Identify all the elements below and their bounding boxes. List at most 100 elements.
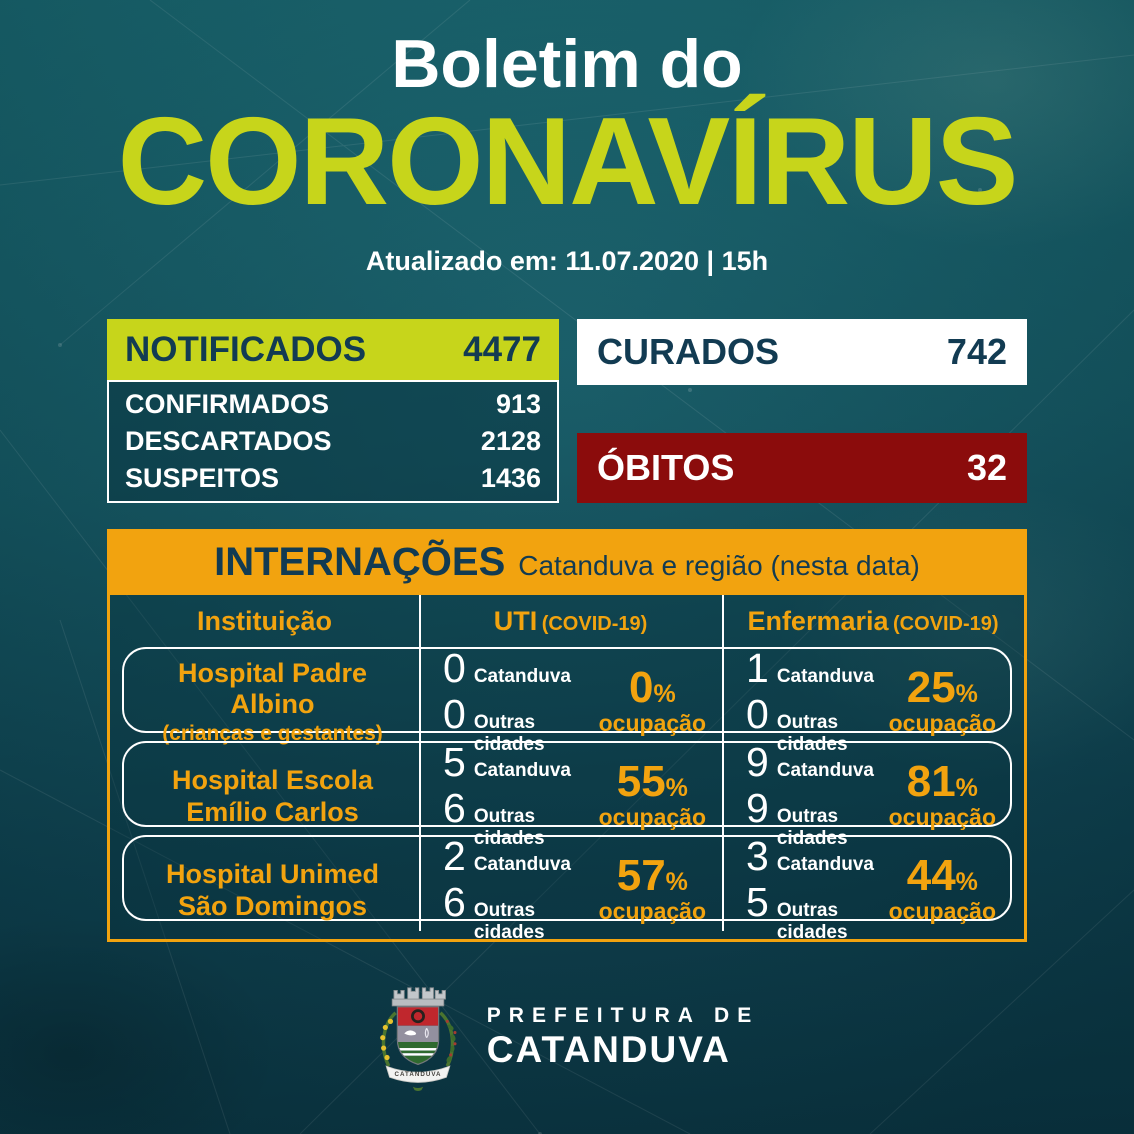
- occupancy-label: ocupação: [888, 898, 996, 925]
- percent-sign: %: [955, 867, 978, 896]
- curados-value: 742: [946, 331, 1007, 372]
- uti-outras-count: 6: [443, 785, 466, 831]
- org-name: PREFEITURA DE CATANDUVA: [487, 1005, 759, 1068]
- column-headers: Instituição UTI (COVID-19) Enfermaria (C…: [110, 595, 1024, 647]
- enf-outras-line: 0 Outras cidades: [746, 691, 889, 756]
- col-header-enfermaria: Enfermaria (COVID-19): [722, 606, 1024, 637]
- breakdown-row-descartados: DESCARTADOS 2128: [125, 423, 541, 460]
- hospital-name: Hospital Padre Albino: [177, 658, 368, 720]
- enf-outras-line: 5 Outras cidades: [746, 879, 889, 944]
- uti-pct-number: 57: [616, 850, 666, 900]
- institution-cell: Hospital Padre Albino (crianças e gestan…: [124, 649, 421, 756]
- confirmados-label: CONFIRMADOS: [125, 389, 329, 419]
- notificados-box: NOTIFICADOS 4477 CONFIRMADOS 913 DESCART…: [107, 319, 559, 503]
- hospital-row-padre-albino: Hospital Padre Albino (crianças e gestan…: [122, 647, 1012, 755]
- col-enfermaria-label: Enfermaria: [747, 605, 889, 636]
- crest-banner: CATANDUVA: [385, 1065, 451, 1092]
- enf-catanduva-line: 9 Catanduva: [746, 739, 889, 785]
- enf-outras-count: 9: [746, 785, 769, 831]
- hospital-row-emilio-carlos: Hospital Escola Emílio Carlos 5 Catanduv…: [122, 741, 1012, 849]
- outras-cidades-label: Outras cidades: [473, 900, 545, 943]
- outras-cidades-label: Outras cidades: [473, 712, 545, 755]
- stats-section: NOTIFICADOS 4477 CONFIRMADOS 913 DESCART…: [107, 319, 1027, 503]
- internacoes-header: INTERNAÇÕES Catanduva e região (nesta da…: [107, 529, 1027, 595]
- col-uti-label: UTI: [493, 605, 538, 636]
- enfermaria-cell: 1 Catanduva 0 Outras cidades 25%: [724, 645, 1014, 756]
- uti-catanduva-count: 2: [443, 833, 466, 879]
- right-stats-column: CURADOS 742 ÓBITOS 32: [577, 319, 1027, 503]
- uti-pct-number: 55: [616, 756, 666, 806]
- suspeitos-value: 1436: [480, 463, 541, 493]
- enfermaria-occupancy: 44% ocupação: [888, 853, 998, 926]
- uti-occupancy: 55% ocupação: [599, 759, 708, 832]
- crest-branches: [379, 1011, 457, 1067]
- uti-counts: 0 Catanduva 0 Outras cidades: [443, 645, 599, 756]
- hospital-name: Hospital Unimed São Domingos: [165, 859, 380, 921]
- col-enfermaria-note: (COVID-19): [892, 612, 999, 635]
- curados-box: CURADOS 742: [577, 319, 1027, 385]
- breakdown-row-suspeitos: SUSPEITOS 1436: [125, 460, 541, 497]
- internacoes-table: INTERNAÇÕES Catanduva e região (nesta da…: [107, 529, 1027, 943]
- outras-cidades-label: Outras cidades: [776, 900, 848, 943]
- enfermaria-cell: 3 Catanduva 5 Outras cidades 44%: [724, 833, 1014, 944]
- enf-catanduva-count: 1: [746, 645, 769, 691]
- uti-catanduva-line: 2 Catanduva: [443, 833, 599, 879]
- occupancy-label: ocupação: [888, 804, 996, 831]
- catanduva-label: Catanduva: [473, 760, 571, 781]
- catanduva-label: Catanduva: [473, 854, 571, 875]
- uti-outras-count: 6: [443, 879, 466, 925]
- crest-crown: [391, 987, 446, 1007]
- crest-banner-text: CATANDUVA: [394, 1071, 441, 1078]
- uti-counts: 5 Catanduva 6 Outras cidades: [443, 742, 599, 850]
- percent-sign: %: [665, 773, 688, 802]
- occupancy-label: ocupação: [888, 710, 996, 737]
- suspeitos-label: SUSPEITOS: [125, 463, 280, 493]
- breakdown-row-confirmados: CONFIRMADOS 913: [125, 386, 541, 423]
- uti-catanduva-count: 0: [443, 645, 466, 691]
- hospital-name: Hospital Escola Emílio Carlos: [171, 765, 374, 827]
- enfermaria-occupancy: 25% ocupação: [888, 665, 998, 738]
- org-line2: CATANDUVA: [486, 1028, 731, 1070]
- descartados-value: 2128: [480, 426, 541, 456]
- notificados-breakdown: CONFIRMADOS 913 DESCARTADOS 2128 SUSPEIT…: [107, 380, 559, 503]
- enf-outras-count: 5: [746, 879, 769, 925]
- internacoes-body: Instituição UTI (COVID-19) Enfermaria (C…: [107, 595, 1027, 943]
- percent-sign: %: [955, 679, 978, 708]
- enf-outras-line: 9 Outras cidades: [746, 785, 889, 850]
- enf-catanduva-line: 3 Catanduva: [746, 833, 889, 879]
- column-separator-2: [722, 595, 724, 931]
- enfermaria-cell: 9 Catanduva 9 Outras cidades 81%: [724, 739, 1014, 850]
- internacoes-subtitle: Catanduva e região (nesta data): [518, 550, 920, 581]
- uti-outras-line: 6 Outras cidades: [443, 879, 599, 944]
- outras-cidades-label: Outras cidades: [776, 712, 848, 755]
- org-line1: PREFEITURA DE: [486, 1003, 760, 1027]
- curados-label: CURADOS: [597, 331, 780, 372]
- col-header-uti: UTI (COVID-19): [419, 606, 722, 637]
- enfermaria-occupancy: 81% ocupação: [888, 759, 998, 832]
- enf-occupancy-value: 81%: [889, 759, 996, 803]
- occupancy-label: ocupação: [598, 898, 706, 925]
- enf-catanduva-count: 3: [746, 833, 769, 879]
- updated-timestamp: Atualizado em: 11.07.2020 | 15h: [365, 246, 769, 276]
- catanduva-label: Catanduva: [776, 854, 874, 875]
- enf-occupancy-value: 44%: [889, 853, 996, 897]
- col-header-institution: Instituição: [196, 605, 332, 636]
- catanduva-label: Catanduva: [776, 666, 874, 687]
- hospital-subname: (crianças e gestantes): [162, 722, 383, 746]
- institution-cell: Hospital Escola Emílio Carlos: [124, 743, 421, 850]
- uti-catanduva-line: 5 Catanduva: [443, 742, 599, 783]
- hospital-row-unimed: Hospital Unimed São Domingos 2 Catanduva…: [122, 835, 1012, 943]
- percent-sign: %: [653, 679, 676, 708]
- enf-pct-number: 25: [906, 662, 956, 712]
- uti-cell: 0 Catanduva 0 Outras cidades 0%: [421, 645, 724, 756]
- title-block: Boletim do CORONAVÍRUS: [0, 0, 1134, 224]
- notificados-header: NOTIFICADOS 4477: [107, 319, 559, 380]
- uti-counts: 2 Catanduva 6 Outras cidades: [443, 833, 599, 944]
- enf-catanduva-count: 9: [746, 739, 769, 785]
- enf-outras-count: 0: [746, 691, 769, 737]
- uti-occupancy-value: 55%: [599, 759, 706, 803]
- footer: CATANDUVA PREFEITURA DE CATANDUVA: [0, 980, 1134, 1092]
- notificados-value: 4477: [463, 329, 541, 369]
- confirmados-value: 913: [495, 389, 541, 419]
